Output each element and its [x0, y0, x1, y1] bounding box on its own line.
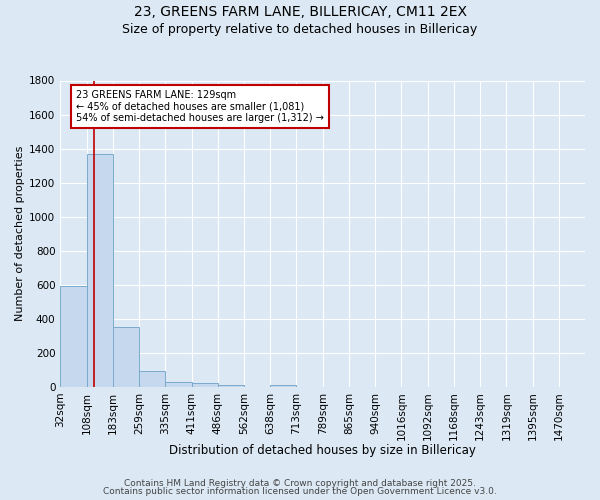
Text: Contains public sector information licensed under the Open Government Licence v3: Contains public sector information licen…: [103, 487, 497, 496]
Bar: [86, 154, 113, 386]
Text: Size of property relative to detached houses in Billericay: Size of property relative to detached ho…: [122, 22, 478, 36]
Bar: [218, 385, 244, 386]
Bar: [139, 372, 165, 386]
Bar: [271, 385, 296, 386]
Bar: [191, 384, 218, 386]
Bar: [113, 327, 139, 386]
Bar: [60, 286, 86, 386]
Text: 23 GREENS FARM LANE: 129sqm
← 45% of detached houses are smaller (1,081)
54% of : 23 GREENS FARM LANE: 129sqm ← 45% of det…: [76, 90, 324, 123]
Text: Contains HM Land Registry data © Crown copyright and database right 2025.: Contains HM Land Registry data © Crown c…: [124, 478, 476, 488]
X-axis label: Distribution of detached houses by size in Billericay: Distribution of detached houses by size …: [169, 444, 476, 458]
Y-axis label: Number of detached properties: Number of detached properties: [15, 146, 25, 322]
Bar: [165, 382, 191, 386]
Text: 23, GREENS FARM LANE, BILLERICAY, CM11 2EX: 23, GREENS FARM LANE, BILLERICAY, CM11 2…: [133, 5, 467, 19]
